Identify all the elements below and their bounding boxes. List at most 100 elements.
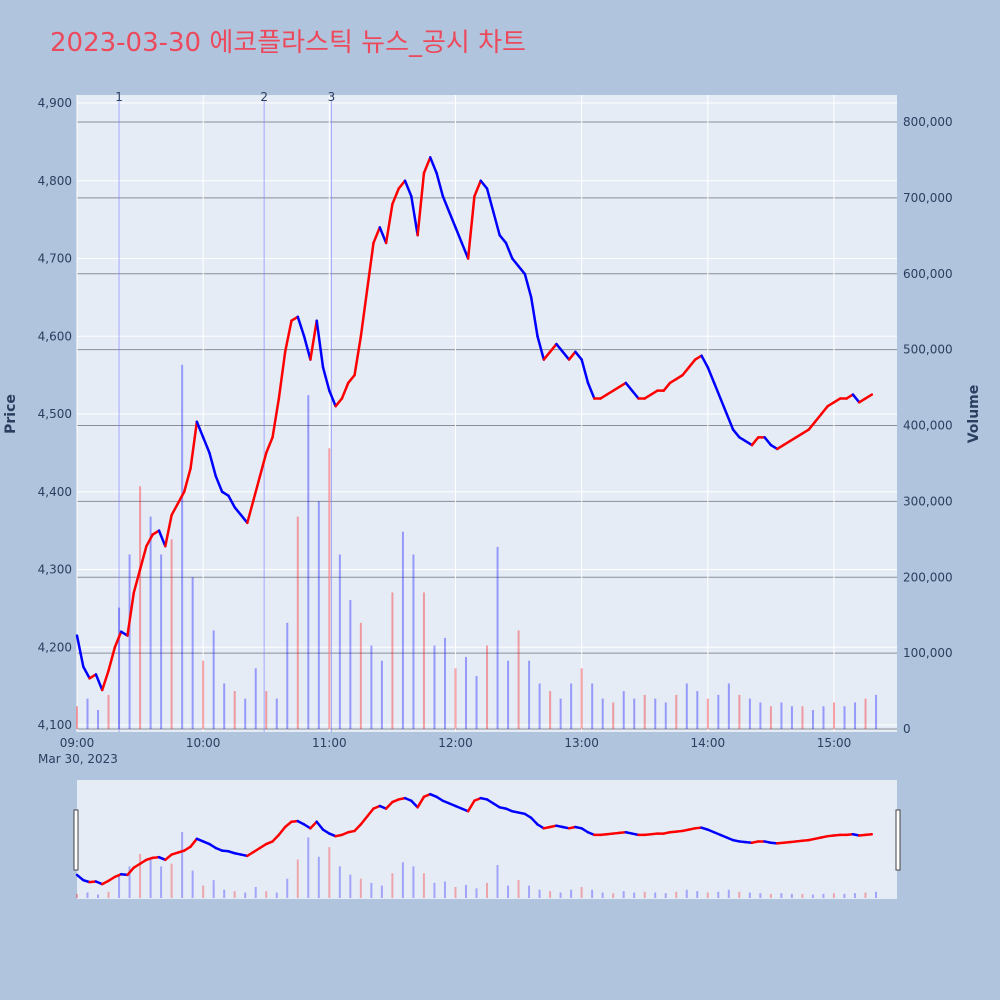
price-candle bbox=[340, 381, 350, 400]
volume-bar bbox=[507, 660, 510, 729]
mini-volume-bar bbox=[633, 892, 636, 898]
news-markers: 1 2 3 bbox=[115, 90, 335, 732]
volume-bar bbox=[349, 600, 352, 729]
range-slider[interactable] bbox=[73, 780, 901, 899]
volume-bar bbox=[86, 698, 89, 729]
mini-volume-bar bbox=[412, 866, 415, 898]
volume-tick-label: 600,000 bbox=[903, 267, 953, 281]
mini-price-segment bbox=[359, 815, 369, 826]
price-candle bbox=[252, 474, 262, 501]
mini-volume-bar bbox=[76, 893, 78, 898]
volume-bar bbox=[854, 702, 857, 729]
price-candle bbox=[201, 436, 211, 455]
mini-volume-bar bbox=[832, 893, 835, 898]
mini-volume-bar bbox=[486, 882, 488, 898]
mini-price-segment bbox=[466, 799, 476, 813]
mini-price-segment bbox=[271, 833, 281, 843]
mini-volume-bar bbox=[727, 889, 730, 898]
price-candle bbox=[138, 544, 148, 571]
price-candle bbox=[460, 241, 470, 260]
mini-volume-bar bbox=[86, 892, 89, 898]
mini-volume-bar bbox=[654, 892, 657, 898]
price-candle bbox=[378, 226, 388, 245]
mini-volume-bar bbox=[696, 891, 699, 898]
mini-volume-bar bbox=[181, 832, 184, 898]
price-candle bbox=[113, 630, 123, 649]
price-candle bbox=[75, 634, 85, 668]
price-candle bbox=[176, 490, 186, 505]
mini-volume-bar bbox=[170, 863, 173, 898]
price-candle bbox=[763, 436, 773, 447]
price-candle bbox=[214, 474, 224, 493]
volume-bar bbox=[622, 691, 625, 729]
volume-bar bbox=[738, 694, 741, 729]
volume-bar bbox=[412, 554, 415, 729]
volume-bar bbox=[275, 698, 278, 729]
volume-tick-label: 100,000 bbox=[903, 646, 953, 660]
mini-price-segment bbox=[75, 873, 85, 882]
price-candle bbox=[712, 381, 722, 400]
range-slider-left-handle[interactable] bbox=[73, 809, 79, 871]
time-tick-label: 12:00 bbox=[438, 736, 473, 750]
volume-tick-label: 800,000 bbox=[903, 115, 953, 129]
price-candle bbox=[100, 669, 110, 692]
price-candle bbox=[233, 506, 243, 517]
volume-bar bbox=[422, 592, 425, 729]
price-candle bbox=[189, 420, 199, 470]
price-candle bbox=[208, 451, 218, 478]
price-tick-label: 4,900 bbox=[38, 96, 72, 110]
time-tick-label: 10:00 bbox=[186, 736, 221, 750]
mini-volume-bar bbox=[622, 891, 625, 898]
mini-volume-bar bbox=[801, 893, 804, 898]
price-candle bbox=[309, 319, 318, 361]
mini-volume-bar bbox=[769, 893, 772, 898]
mini-volume-bar bbox=[549, 891, 552, 898]
price-candle bbox=[542, 350, 552, 361]
mini-volume-bar bbox=[359, 878, 362, 898]
range-slider-right-handle[interactable] bbox=[895, 809, 901, 871]
price-candle bbox=[296, 315, 306, 338]
volume-bar bbox=[338, 554, 341, 729]
price-tick-label: 4,100 bbox=[38, 718, 72, 732]
volume-bar bbox=[307, 395, 310, 729]
axes: 4,100 4,200 4,300 4,400 4,500 4,600 4,700 4,800… bbox=[38, 96, 953, 750]
price-candle bbox=[479, 179, 489, 190]
price-tick-label: 4,800 bbox=[38, 174, 72, 188]
mini-volume-bar bbox=[538, 889, 541, 898]
mini-price-segment bbox=[126, 866, 136, 877]
mini-price-segment bbox=[384, 800, 394, 810]
volume-tick-label: 500,000 bbox=[903, 343, 953, 357]
mini-volume-bar bbox=[202, 885, 205, 898]
price-candle bbox=[277, 350, 287, 400]
mini-volume-bar bbox=[559, 892, 562, 898]
volume-bar bbox=[128, 554, 131, 729]
volume-bar bbox=[118, 607, 121, 729]
price-candle bbox=[725, 412, 735, 431]
volume-bar bbox=[843, 706, 846, 729]
mini-price-segment bbox=[315, 820, 325, 831]
mini-volume-bar bbox=[212, 880, 215, 898]
price-candle bbox=[321, 366, 331, 392]
price-candle bbox=[132, 568, 142, 595]
mini-volume-bar bbox=[128, 866, 131, 898]
volume-bar bbox=[149, 516, 152, 729]
price-candle bbox=[334, 397, 344, 408]
price-candle bbox=[706, 366, 716, 385]
mini-volume-bar bbox=[233, 891, 236, 898]
price-candle bbox=[265, 436, 274, 455]
price-candle bbox=[195, 420, 205, 439]
mini-volume-bar bbox=[433, 882, 436, 898]
price-candles bbox=[75, 156, 874, 692]
price-candle bbox=[731, 428, 741, 439]
volume-tick-label: 700,000 bbox=[903, 191, 953, 205]
mini-volume-bar bbox=[864, 892, 867, 898]
time-tick-label: 15:00 bbox=[817, 736, 852, 750]
volume-bar bbox=[212, 630, 215, 729]
chart-title: 2023-03-30 에코플라스틱 뉴스_공시 차트 bbox=[50, 28, 526, 58]
volume-bar bbox=[769, 706, 772, 729]
mini-price-segment bbox=[410, 799, 419, 809]
mini-volume-bar bbox=[317, 856, 320, 898]
volume-bar bbox=[454, 668, 457, 729]
mini-volume-bar bbox=[160, 866, 163, 898]
volume-bar bbox=[528, 660, 531, 729]
